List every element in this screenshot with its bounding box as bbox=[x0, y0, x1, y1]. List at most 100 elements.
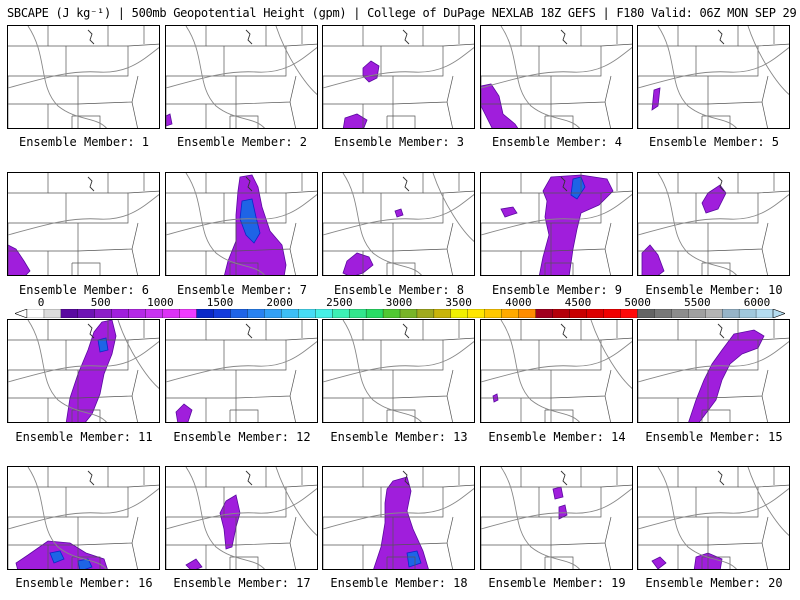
state-border bbox=[678, 320, 739, 341]
colorbar-segment bbox=[145, 309, 164, 318]
state-border bbox=[66, 43, 159, 77]
state-border bbox=[166, 223, 237, 252]
colorbar-segment bbox=[315, 309, 333, 318]
ensemble-member-label-14: Ensemble Member: 14 bbox=[488, 430, 626, 444]
state-border bbox=[206, 467, 267, 488]
state-border bbox=[539, 190, 632, 224]
state-border bbox=[323, 223, 394, 252]
cape-area bbox=[651, 556, 667, 569]
colorbar-segment bbox=[94, 309, 113, 318]
cape-area bbox=[688, 329, 765, 422]
state-border bbox=[8, 173, 49, 194]
state-border bbox=[224, 190, 317, 224]
colorbar-segment bbox=[230, 309, 248, 318]
colorbar-right-arrow bbox=[772, 309, 785, 318]
map-canvas bbox=[638, 173, 789, 275]
height-contour bbox=[166, 340, 317, 383]
height-contour bbox=[590, 320, 632, 389]
state-border bbox=[638, 320, 679, 341]
colorbar-segment bbox=[281, 309, 299, 318]
height-contour bbox=[185, 173, 265, 275]
height-contour bbox=[481, 193, 632, 236]
height-contour bbox=[657, 467, 737, 569]
colorbar-segment bbox=[77, 309, 96, 318]
state-border bbox=[323, 467, 364, 488]
colorbar-segment bbox=[688, 309, 706, 318]
state-border bbox=[604, 101, 611, 128]
colorbar-segment bbox=[365, 309, 384, 318]
state-border bbox=[638, 467, 679, 488]
ensemble-member-map-8 bbox=[322, 172, 475, 276]
state-border bbox=[131, 395, 138, 422]
state-border bbox=[481, 173, 522, 194]
state-border bbox=[761, 542, 768, 569]
state-border bbox=[638, 26, 679, 47]
state-border bbox=[481, 46, 540, 77]
state-border bbox=[696, 484, 789, 518]
height-contour bbox=[500, 320, 580, 422]
cape-area bbox=[175, 403, 193, 422]
map-canvas bbox=[8, 467, 159, 569]
colorbar-tick-label: 5000 bbox=[624, 296, 651, 309]
colorbar-segment bbox=[450, 309, 469, 318]
state-border bbox=[604, 395, 611, 422]
height-contour bbox=[638, 340, 789, 383]
state-border bbox=[481, 320, 522, 341]
state-border bbox=[224, 337, 317, 371]
colorbar-segment bbox=[179, 309, 197, 318]
state-border bbox=[166, 467, 207, 488]
colorbar-segment bbox=[654, 309, 672, 318]
colorbar-tick-label: 2000 bbox=[266, 296, 293, 309]
colorbar-segment bbox=[518, 309, 537, 318]
colorbar-tick-label: 0 bbox=[37, 296, 45, 309]
state-border bbox=[66, 190, 159, 224]
state-border bbox=[550, 369, 612, 399]
lake-outline bbox=[717, 470, 725, 486]
state-border bbox=[481, 340, 540, 371]
state-border bbox=[363, 26, 424, 47]
height-contour bbox=[8, 193, 159, 236]
state-border bbox=[71, 556, 101, 569]
colorbar-tick-label: 2500 bbox=[326, 296, 353, 309]
map-canvas bbox=[166, 26, 317, 128]
lake-outline bbox=[87, 323, 95, 339]
state-border bbox=[604, 542, 611, 569]
cape-area bbox=[552, 486, 564, 500]
state-border bbox=[224, 43, 317, 77]
colorbar-segment bbox=[298, 309, 316, 318]
height-contour bbox=[185, 467, 265, 569]
state-border bbox=[707, 222, 769, 252]
state-border bbox=[131, 248, 138, 275]
lake-outline bbox=[402, 176, 410, 192]
map-canvas bbox=[323, 173, 474, 275]
map-canvas bbox=[323, 26, 474, 128]
map-canvas bbox=[481, 320, 632, 422]
state-border bbox=[446, 248, 453, 275]
lake-outline bbox=[560, 470, 568, 486]
height-contour bbox=[481, 340, 632, 383]
ensemble-member-map-14 bbox=[480, 319, 633, 423]
lake-outline bbox=[402, 323, 410, 339]
state-border bbox=[289, 101, 296, 128]
colorbar-segment bbox=[264, 309, 282, 318]
state-border bbox=[381, 190, 474, 224]
height-contour bbox=[638, 46, 789, 89]
state-border bbox=[77, 516, 139, 546]
state-border bbox=[71, 262, 101, 275]
ensemble-member-map-18 bbox=[322, 466, 475, 570]
state-border bbox=[707, 516, 769, 546]
lake-outline bbox=[717, 176, 725, 192]
state-border bbox=[8, 467, 49, 488]
state-border bbox=[8, 223, 79, 252]
state-border bbox=[8, 340, 67, 371]
height-contour bbox=[275, 26, 317, 95]
colorbar-segment bbox=[128, 309, 147, 318]
state-border bbox=[678, 26, 739, 47]
ensemble-member-map-2 bbox=[165, 25, 318, 129]
ensemble-member-map-4 bbox=[480, 25, 633, 129]
state-border bbox=[638, 340, 697, 371]
state-border bbox=[363, 320, 424, 341]
map-canvas bbox=[481, 173, 632, 275]
state-border bbox=[166, 173, 207, 194]
colorbar-segment bbox=[433, 309, 452, 318]
